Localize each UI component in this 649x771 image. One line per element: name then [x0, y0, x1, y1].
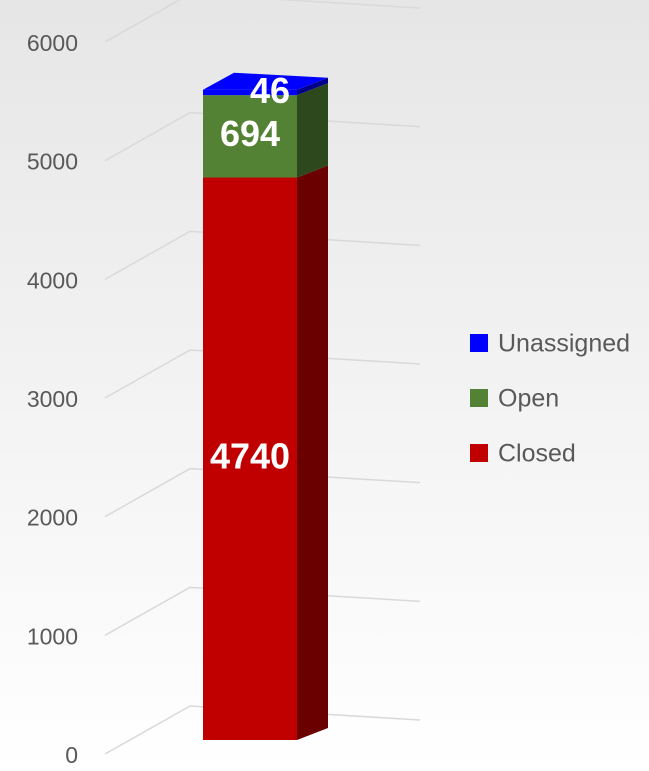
bar [203, 95, 297, 178]
bar [203, 177, 297, 740]
grid-line [104, 705, 421, 755]
bar [203, 89, 297, 96]
y-tick-label: 2000 [27, 505, 78, 531]
y-tick-label: 3000 [27, 386, 78, 412]
grid-line [104, 111, 421, 162]
data-label: 4740 [210, 435, 290, 476]
y-tick-label: 6000 [27, 30, 78, 56]
grid-line [104, 0, 421, 43]
bar-side [297, 165, 328, 740]
grid-line [104, 586, 421, 636]
legend-swatch [470, 334, 488, 352]
data-label: 46 [250, 70, 290, 111]
y-tick-label: 4000 [27, 267, 78, 293]
y-tick-label: 5000 [27, 149, 78, 175]
y-tick-label: 0 [65, 742, 78, 768]
grid-line [104, 349, 421, 399]
bar-side [297, 83, 328, 178]
bar-side [297, 77, 328, 96]
legend-label: Closed [498, 440, 576, 468]
legend-swatch [470, 389, 488, 407]
y-tick-label: 1000 [27, 623, 78, 649]
legend-label: Open [498, 385, 559, 413]
data-label: 694 [220, 113, 280, 154]
legend-label: Unassigned [498, 330, 630, 358]
legend-swatch [470, 444, 488, 462]
grid-line [104, 467, 421, 518]
grid-line [104, 230, 421, 280]
bar-top [203, 72, 328, 90]
